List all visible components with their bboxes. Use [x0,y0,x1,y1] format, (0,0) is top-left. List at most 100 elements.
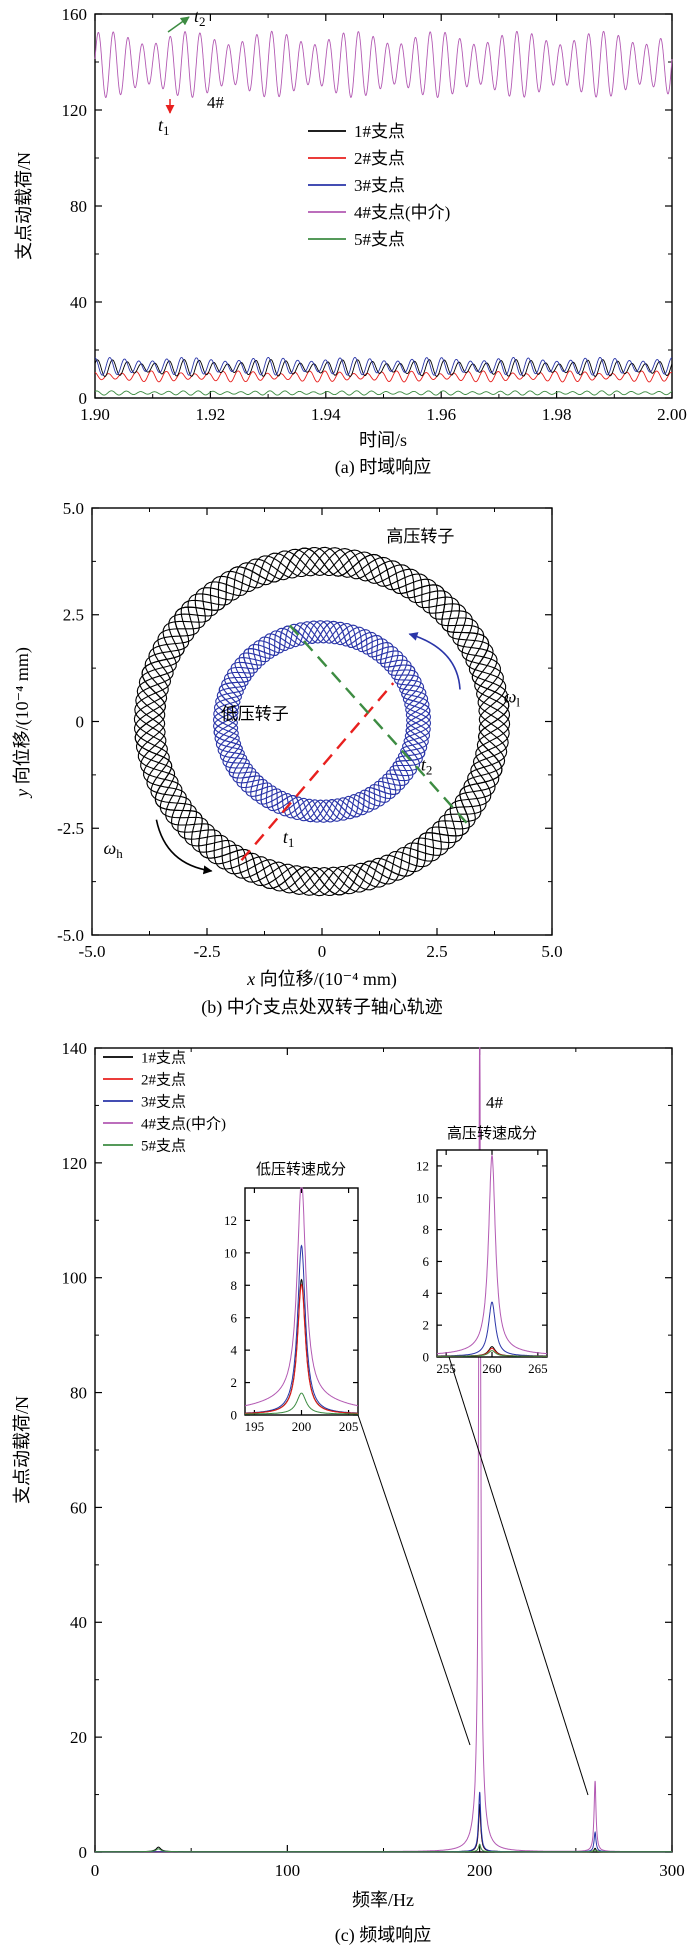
orbit-低压转子 [213,620,431,823]
plot-frame [94,1047,673,1853]
x-tick-label: 5.0 [541,942,562,961]
inset-series-red [245,1283,358,1414]
plot-frame [94,13,673,399]
caption-a: (a) 时域响应 [335,457,431,478]
caption-b: (b) 中介支点处双转子轴心轨迹 [201,997,443,1018]
legend-label-1: 1#支点 [354,122,405,141]
y-tick-label: 100 [62,1269,88,1288]
x-tick-label: 265 [528,1361,548,1376]
x-axis-var: x [246,969,255,989]
inset-series-green [245,1392,358,1415]
y-tick-label: 2 [231,1375,238,1390]
x-tick-label: 1.92 [196,405,226,424]
legend-label-5: 5#支点 [141,1137,186,1154]
inset-series-green [437,1350,547,1357]
x-tick-label: 2.5 [426,942,447,961]
orbit-高压转子 [136,549,508,894]
t1-label: t1 [158,115,170,138]
y-tick-label: 10 [224,1245,237,1260]
x-tick-label: 200 [467,1861,493,1880]
orbit-低压转子 [214,620,430,823]
orbit-高压转子 [135,548,509,895]
x-tick-label: -2.5 [194,942,221,961]
peak-4-label: 4# [486,1093,504,1112]
inset-series-blue [245,1244,358,1414]
series-2#支点 [94,370,673,383]
t2-arrow [167,16,190,33]
series-4#支点(中介) [94,30,673,99]
y-tick-label: 0 [76,712,85,731]
legend-label-1: 1#支点 [141,1049,186,1066]
inset-2: 255 260 265 0 2 4 6 8 10 12 高压转速成分 [416,1125,548,1376]
legend-label-4: 4#支点(中介) [354,203,450,222]
hp-rotor-label: 高压转子 [386,527,454,546]
t2-label: t2 [194,6,206,29]
y-tick-label: 12 [224,1213,237,1228]
y-tick-label: 160 [62,5,88,24]
x-axis-units: 向位移/(10⁻⁴ mm) [255,969,397,990]
orbit-低压转子 [213,621,431,822]
legend-label-2: 2#支点 [141,1071,186,1088]
x-tick-label: 260 [482,1361,502,1376]
x-tick-label: 300 [659,1861,685,1880]
x-tick-label: 255 [436,1361,456,1376]
plot-area-c: 0 100 200 3000204060801001201401#支点2#支点3#支点… [62,1039,685,1880]
x-tick-label: 2.00 [657,405,687,424]
y-tick-label: 140 [62,1039,88,1058]
y-axis-label-c: 支点动载荷/N [12,1396,32,1504]
omega-h-label: ωh [104,838,124,861]
orbit-高压转子 [133,546,511,897]
y-tick-label: 80 [70,1384,87,1403]
series-1#支点 [94,359,673,377]
inset-title-2: 高压转速成分 [447,1125,537,1142]
y-tick-label: -2.5 [57,819,84,838]
rotation-arrow-black [155,819,213,875]
x-axis-label-a: 时间/s [359,430,407,450]
y-tick-label: 0 [79,1843,88,1862]
orbit-高压转子 [134,547,510,896]
y-tick-label: 8 [423,1222,430,1237]
y-tick-label: 0 [423,1350,430,1365]
y-axis-var: y [12,789,32,799]
omega-l-label: ωl [504,686,521,709]
chart-time-domain: 1.90 1.92 1.94 1.96 1.98 2.00 0 40 80 120 160 1#支点 2… [14,5,687,478]
series4-label: 4# [207,93,225,112]
y-tick-label: 120 [62,1154,88,1173]
series-3#支点 [94,357,672,376]
orbit-低压转子 [212,622,432,821]
y-axis-label-a: 支点动载荷/N [14,152,34,260]
x-tick-label: 1.96 [426,405,456,424]
y-tick-label: 4 [231,1343,238,1358]
x-tick-label: 1.94 [311,405,341,424]
inset-title-1: 低压转速成分 [256,1161,346,1178]
orbit-高压转子 [135,548,509,895]
y-tick-label: 4 [423,1286,430,1301]
x-tick-label: 1.98 [542,405,572,424]
orbit-低压转子 [215,620,429,823]
y-tick-label: 12 [416,1158,429,1173]
orbit-高压转子 [134,547,510,896]
legend-label-3: 3#支点 [141,1093,186,1110]
rotation-arrow-blue [408,632,461,690]
x-tick-label: 0 [318,942,327,961]
x-tick-label: 205 [339,1419,359,1434]
plot-frame [436,1149,548,1358]
x-axis-label-b: x 向位移/(10⁻⁴ mm) [246,969,397,990]
y-tick-label: -5.0 [57,926,84,945]
x-tick-label: 100 [275,1861,301,1880]
orbit-高压转子 [133,546,511,897]
y-tick-label: 10 [416,1190,429,1205]
y-axis-units: 向位移/(10⁻⁴ mm) [12,647,33,789]
caption-c: (c) 频域响应 [335,1925,431,1946]
spectrum-5#支点 [95,1843,672,1853]
plot-frame [91,507,553,936]
y-tick-label: 120 [62,101,88,120]
t2-label: t2 [421,755,433,778]
legend-label-5: 5#支点 [354,230,405,249]
y-tick-label: 2 [423,1318,430,1333]
inset-connector-high [448,1356,589,1796]
y-tick-label: 80 [70,197,87,216]
x-tick-label: 195 [245,1419,265,1434]
